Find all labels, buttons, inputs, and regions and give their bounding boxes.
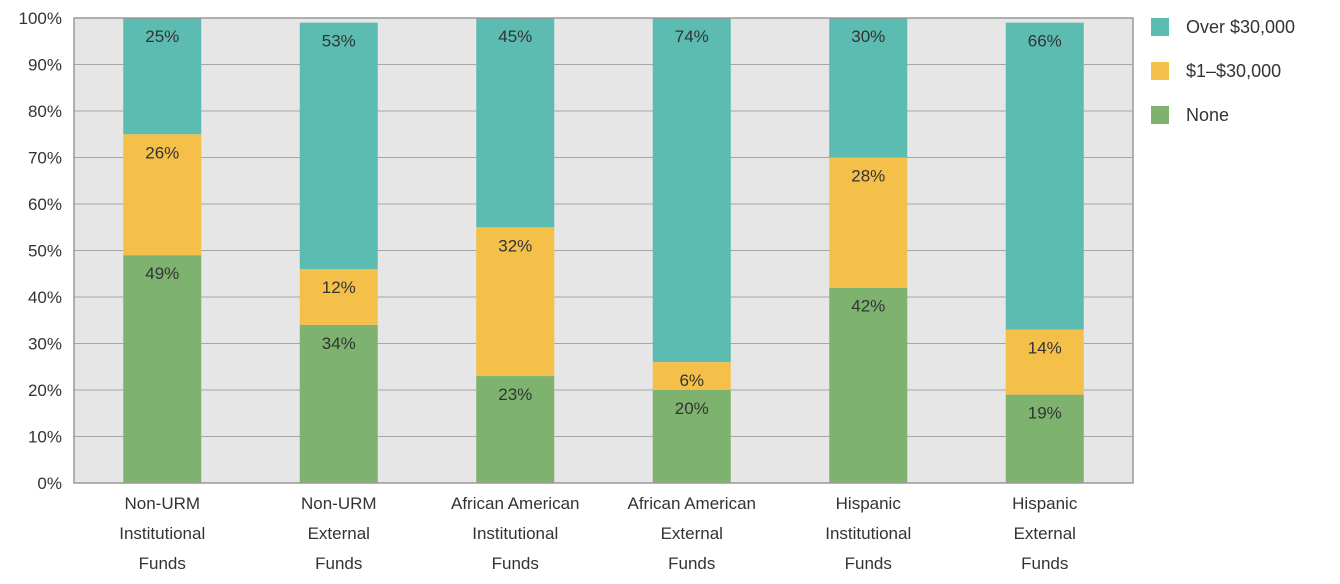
bars: 49% 26% 25% 34% 12% 53% 23% 32% 45% 20% 6% 74% 42% 28… xyxy=(123,18,1084,483)
y-tick-label: 90% xyxy=(28,56,62,75)
legend: Over $30,000 $1–$30,000 None xyxy=(1151,17,1295,125)
y-axis: 0% 10% 20% 30% 40% 50% 60% 70% 80% 90% 100% xyxy=(19,9,62,493)
y-tick-label: 40% xyxy=(28,288,62,307)
data-label: 42% xyxy=(851,297,885,316)
bar-segment xyxy=(476,18,555,228)
x-tick-label: Funds xyxy=(1021,554,1068,573)
bar-segment xyxy=(299,269,378,325)
bar-segment xyxy=(829,18,908,158)
bar-segment xyxy=(829,287,908,483)
data-label: 26% xyxy=(145,143,179,162)
bar-segment xyxy=(652,18,731,363)
legend-label: Over $30,000 xyxy=(1186,17,1295,37)
x-tick-label: Funds xyxy=(845,554,892,573)
x-tick-label: Funds xyxy=(315,554,362,573)
x-axis: Non-URM Institutional Funds Non-URM External… xyxy=(119,494,1078,573)
data-label: 20% xyxy=(675,399,709,418)
bar-segment xyxy=(652,390,731,483)
y-tick-label: 0% xyxy=(37,474,62,493)
legend-swatch xyxy=(1151,62,1169,80)
x-tick-label: Institutional xyxy=(472,524,558,543)
data-label: 32% xyxy=(498,236,532,255)
data-label: 23% xyxy=(498,385,532,404)
bar-segment xyxy=(476,376,555,483)
y-tick-label: 100% xyxy=(19,9,62,28)
data-label: 12% xyxy=(322,278,356,297)
data-label: 53% xyxy=(322,32,356,51)
data-label: 66% xyxy=(1028,32,1062,51)
data-label: 28% xyxy=(851,167,885,186)
x-tick-label: Institutional xyxy=(825,524,911,543)
data-label: 6% xyxy=(679,371,704,390)
x-tick-label: African American xyxy=(451,494,580,513)
bar-segment xyxy=(123,18,202,135)
x-tick-label: African American xyxy=(628,494,757,513)
bar-segment xyxy=(476,227,555,377)
data-label: 49% xyxy=(145,264,179,283)
legend-swatch xyxy=(1151,18,1169,36)
data-label: 14% xyxy=(1028,339,1062,358)
x-tick-label: Hispanic xyxy=(1012,494,1078,513)
bar-segment xyxy=(1005,22,1084,330)
y-tick-label: 20% xyxy=(28,381,62,400)
y-tick-label: 60% xyxy=(28,195,62,214)
y-tick-label: 50% xyxy=(28,242,62,261)
data-label: 25% xyxy=(145,27,179,46)
x-tick-label: Funds xyxy=(139,554,186,573)
data-label: 30% xyxy=(851,27,885,46)
plot-frame xyxy=(73,17,1134,484)
bar-segment xyxy=(1005,394,1084,483)
bar-segment xyxy=(829,157,908,288)
y-tick-label: 70% xyxy=(28,149,62,168)
x-tick-label: External xyxy=(308,524,370,543)
gridlines xyxy=(74,64,1133,437)
bar-segment xyxy=(652,362,731,390)
y-tick-label: 30% xyxy=(28,335,62,354)
y-tick-label: 80% xyxy=(28,102,62,121)
legend-swatch xyxy=(1151,106,1169,124)
x-tick-label: Hispanic xyxy=(836,494,902,513)
x-tick-label: Institutional xyxy=(119,524,205,543)
data-label: 34% xyxy=(322,334,356,353)
x-tick-label: Funds xyxy=(668,554,715,573)
legend-label: $1–$30,000 xyxy=(1186,61,1281,81)
bar-segment xyxy=(299,324,378,483)
data-label: 45% xyxy=(498,27,532,46)
x-tick-label: Non-URM xyxy=(301,494,377,513)
bar-segment xyxy=(123,134,202,256)
data-label: 74% xyxy=(675,27,709,46)
y-tick-label: 10% xyxy=(28,428,62,447)
x-tick-label: Funds xyxy=(492,554,539,573)
x-tick-label: Non-URM xyxy=(124,494,200,513)
bar-segment xyxy=(1005,329,1084,395)
x-tick-label: External xyxy=(1014,524,1076,543)
data-label: 19% xyxy=(1028,404,1062,423)
bar-segment xyxy=(123,255,202,483)
legend-label: None xyxy=(1186,105,1229,125)
x-tick-label: External xyxy=(661,524,723,543)
bar-segment xyxy=(299,22,378,270)
